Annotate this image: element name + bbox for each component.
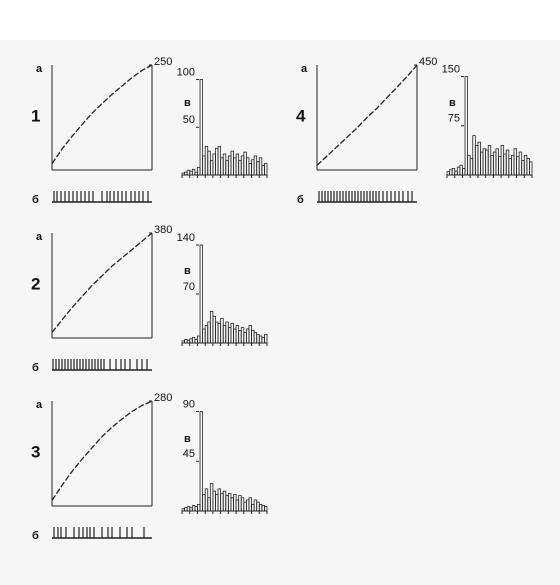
panel-letter: а [36, 399, 43, 411]
bar [199, 79, 204, 176]
bar [529, 161, 533, 176]
panel-letter: в [184, 97, 191, 109]
tick-label: 380 [154, 224, 172, 236]
tick-label: 450 [419, 56, 437, 68]
tick-label: 75 [448, 113, 460, 125]
figure-background [0, 40, 560, 585]
tick-label: 70 [183, 281, 195, 293]
tick-label: 250 [154, 56, 172, 68]
curve [51, 232, 153, 333]
tick-label: 45 [183, 448, 195, 460]
tick-label: 50 [183, 114, 195, 126]
tick-label: 100 [177, 66, 195, 78]
bar [199, 244, 204, 344]
panel-number: 3 [31, 442, 40, 461]
panel-letter: в [184, 433, 191, 445]
bar [264, 163, 268, 176]
curve [316, 64, 418, 166]
tick-label: 150 [442, 63, 460, 75]
panel-letter: а [36, 231, 43, 243]
panel-letter: а [36, 63, 43, 75]
panel-letter: а [301, 63, 308, 75]
curve [51, 64, 153, 165]
panel-number: 4 [296, 106, 306, 125]
curve [51, 400, 153, 501]
panel-number: 1 [31, 106, 40, 125]
panel-letter: б [297, 194, 304, 206]
bar [264, 506, 268, 512]
tick-label: 140 [177, 232, 195, 244]
bar [264, 334, 268, 344]
panel-letter: б [32, 362, 39, 374]
tick-label: 90 [183, 398, 195, 410]
panel-letter: б [32, 194, 39, 206]
panel-letter: в [449, 97, 456, 109]
bar [199, 411, 204, 512]
bar [464, 76, 469, 176]
tick-label: 280 [154, 392, 172, 404]
panel-number: 2 [31, 274, 40, 293]
panel-letter: в [184, 265, 191, 277]
panel-letter: б [32, 530, 39, 542]
